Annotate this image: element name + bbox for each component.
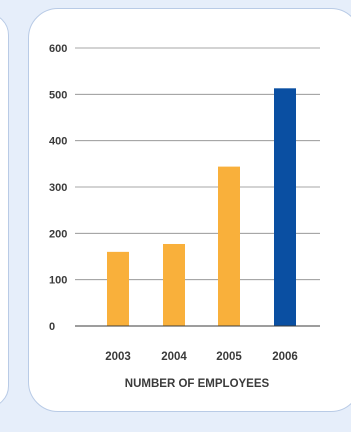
y-tick-label-200: 200 [49, 228, 67, 240]
y-tick-label-100: 100 [49, 275, 67, 287]
x-category-label-2003: 2003 [105, 351, 131, 363]
y-tick-label-300: 300 [49, 182, 67, 194]
y-tick-label-500: 500 [49, 89, 67, 101]
bar-2006 [274, 88, 296, 326]
bars [107, 88, 296, 326]
x-category-label-2005: 2005 [216, 351, 242, 363]
y-tick-label-0: 0 [49, 321, 55, 333]
bar-2005 [218, 166, 240, 326]
x-category-label-2006: 2006 [272, 351, 298, 363]
chart-card [28, 8, 351, 412]
y-axis-ticks: 0 100 200 300 400 500 600 [49, 43, 67, 333]
x-category-label-2004: 2004 [161, 351, 187, 363]
y-tick-label-600: 600 [49, 43, 67, 55]
y-tick-label-400: 400 [49, 136, 67, 148]
bar-2004 [163, 243, 185, 326]
bar-2003 [107, 251, 129, 326]
x-axis-categories: 2003 2004 2005 2006 [105, 351, 298, 363]
x-axis-title: NUMBER OF EMPLOYEES [125, 378, 270, 390]
